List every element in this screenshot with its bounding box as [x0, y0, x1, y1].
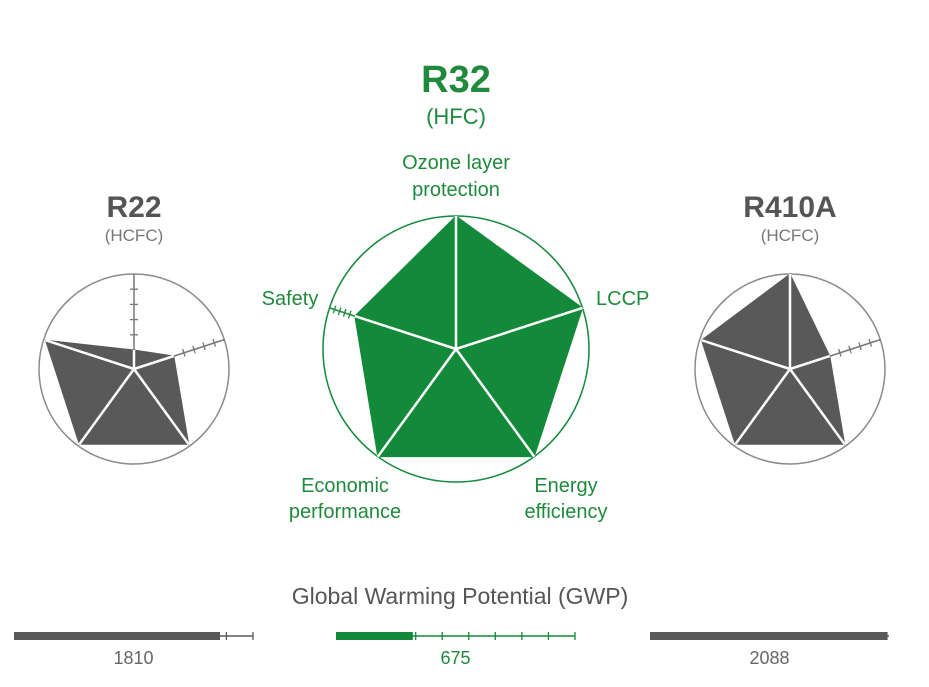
r22-axis-tick — [181, 348, 186, 357]
gwp-value-r22: 1810 — [113, 648, 153, 668]
axis-label-lccp: LCCP — [596, 288, 649, 310]
r410a-spoke-energy-efficiency — [788, 368, 846, 446]
axis-label-economic-line1: Economic — [301, 475, 389, 497]
r410a-axis-rest-lccp — [829, 338, 881, 357]
axis-label-safety: Safety — [262, 288, 319, 310]
r410a-spoke-lccp — [789, 354, 831, 371]
gwp-value-r32: 675 — [440, 648, 470, 668]
gwp-bar-r32 — [336, 632, 413, 640]
r410a-spokes — [701, 274, 881, 446]
axis-label-energy-line1: Energy — [534, 475, 597, 497]
r22-spokes — [45, 274, 225, 446]
r410a-spoke-economic-performance — [734, 368, 792, 446]
r22-spoke-energy-efficiency — [132, 368, 190, 446]
r410a-axis-tick — [837, 348, 842, 357]
r410a-axis-tick — [858, 342, 862, 351]
r410a-axis-tick — [848, 345, 852, 354]
r410a-shape — [700, 273, 846, 445]
r32-spoke-energy-efficiency — [454, 348, 536, 458]
r32-shape — [354, 215, 584, 458]
r32-spoke-lccp — [455, 306, 583, 351]
r410a-axis-tick — [868, 338, 873, 347]
r32-spokes — [329, 216, 583, 458]
axis-label-ozone-line2: protection — [412, 179, 500, 201]
r22-spoke-economic-performance — [78, 368, 136, 446]
r32-axis-tick — [342, 308, 347, 317]
r22-subtitle: (HCFC) — [105, 226, 164, 245]
gwp-bars: 1810 675 2088 — [14, 632, 889, 668]
gwp-bar-r22 — [14, 632, 220, 640]
gwp-section: Global Warming Potential (GWP) 1810 675 20… — [14, 583, 889, 668]
r22-axis-rest-lccp — [173, 338, 225, 357]
r22-title: R22 — [106, 191, 161, 224]
axis-label-ozone-line1: Ozone layer — [402, 152, 510, 174]
r32-spoke-safety — [354, 314, 457, 351]
r22-spoke-safety — [45, 339, 135, 371]
r32-spoke-economic-performance — [376, 348, 458, 458]
r410a-title: R410A — [743, 191, 836, 224]
radar-r32: R32 (HFC) Ozone layer protection LCCP En… — [262, 59, 650, 523]
radar-r22: R22 (HCFC) — [38, 191, 230, 465]
r32-subtitle: (HFC) — [426, 104, 486, 129]
r22-axis-tick — [202, 342, 206, 351]
r32-axis-tick — [337, 307, 342, 316]
r32-axis-tick — [347, 310, 352, 319]
axis-label-energy-line2: efficiency — [524, 501, 607, 523]
r32-axis-rest-safety — [329, 307, 356, 317]
r410a-spoke-safety — [701, 339, 791, 371]
r22-axis-tick — [212, 338, 217, 347]
r22-spoke-lccp — [133, 354, 175, 371]
gwp-bar-r410a — [650, 632, 888, 640]
r22-axis-tick — [192, 345, 196, 354]
gwp-title: Global Warming Potential (GWP) — [292, 583, 629, 609]
gwp-value-r410a: 2088 — [749, 648, 789, 668]
axis-label-economic-line2: performance — [289, 501, 401, 523]
r32-axis-tick — [332, 305, 337, 314]
r410a-subtitle: (HCFC) — [761, 226, 820, 245]
r32-title: R32 — [421, 59, 491, 101]
radar-r410a: R410A (HCFC) — [694, 191, 886, 465]
